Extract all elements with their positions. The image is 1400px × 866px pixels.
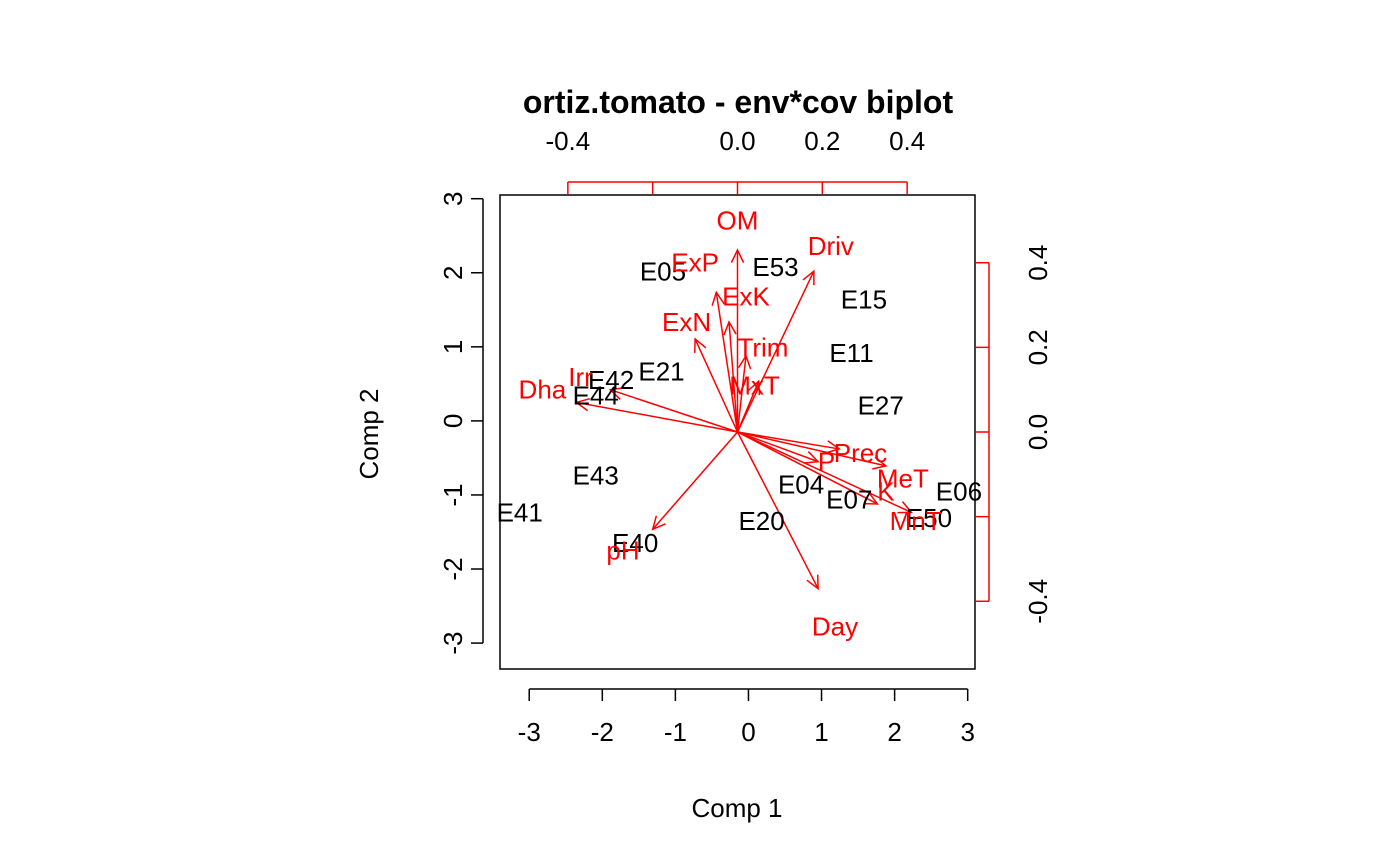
covariate-label: Prec (834, 438, 887, 468)
plot-frame (499, 194, 976, 670)
x-tick-label: -2 (591, 717, 614, 747)
covariate-arrow (736, 270, 815, 433)
y-tick-label: -2 (438, 557, 468, 580)
y-tick-label: 1 (438, 340, 468, 354)
covariate-arrow (610, 388, 738, 433)
environment-point-label: E44 (573, 381, 619, 411)
covariate-label: MeT (877, 464, 929, 494)
environment-point-label: E21 (638, 356, 684, 386)
covariate-arrow (715, 292, 739, 433)
x-tick-label: 3 (960, 717, 974, 747)
covariate-arrowhead (825, 440, 841, 454)
right-tick-label: 0.4 (1023, 245, 1053, 281)
covariate-arrow (737, 431, 912, 514)
y-axis-label: Comp 2 (354, 388, 384, 479)
covariate-arrowhead (730, 248, 745, 263)
environment-point-label: E20 (738, 506, 784, 536)
covariate-arrowhead (897, 501, 913, 514)
x-tick-label: 2 (887, 717, 901, 747)
y-tick-label: -3 (438, 632, 468, 655)
covariate-label: MxT (729, 370, 780, 400)
environment-point-label: E42 (588, 365, 634, 395)
covariate-label: Dha (519, 375, 567, 405)
y-tick-label: 3 (438, 191, 468, 205)
covariate-arrowhead (737, 354, 752, 370)
covariate-label: K (877, 476, 895, 506)
covariate-arrow (737, 431, 819, 463)
x-tick-label: -1 (664, 717, 687, 747)
covariate-arrowhead (806, 574, 819, 591)
covariate-arrowhead (863, 492, 879, 505)
chart-title: ortiz.tomato - env*cov biplot (523, 84, 954, 120)
covariate-arrow (728, 321, 739, 433)
covariate-arrowhead (872, 456, 888, 470)
top-tick-label: 0.4 (889, 126, 925, 156)
covariate-label: Trim (737, 332, 788, 362)
covariate-label: P (818, 447, 835, 477)
environment-point-label: E07 (826, 484, 872, 514)
right-tick-label: -0.4 (1023, 579, 1053, 624)
right-tick-label: 0.0 (1023, 414, 1053, 450)
x-tick-label: 0 (741, 717, 755, 747)
covariate-arrowhead (651, 515, 666, 531)
covariate-arrow (737, 431, 878, 505)
covariate-label: MnT (890, 506, 942, 536)
covariate-label: pH (606, 536, 639, 566)
covariate-arrow (737, 431, 887, 467)
covariate-arrowhead (802, 269, 815, 286)
environment-point-label: E04 (778, 470, 824, 500)
environment-point-label: E53 (752, 252, 798, 282)
covariate-arrowhead (747, 379, 761, 396)
environment-point-label: E50 (906, 503, 952, 533)
top-tick-label: 0.2 (804, 126, 840, 156)
environment-point-label: E41 (497, 498, 543, 528)
covariate-arrowhead (711, 290, 725, 306)
y-tick-label: -1 (438, 483, 468, 506)
covariate-label: OM (717, 205, 759, 235)
covariate-arrowhead (723, 320, 737, 336)
covariate-arrow (736, 355, 747, 433)
environment-point-label: E06 (936, 476, 982, 506)
covariate-arrow (736, 431, 819, 589)
x-tick-label: 1 (814, 717, 828, 747)
x-tick-label: -3 (518, 717, 541, 747)
covariate-arrowhead (804, 451, 820, 464)
top-tick-label: -0.4 (545, 126, 590, 156)
x-axis-label: Comp 1 (691, 793, 782, 823)
right-tick-label: 0.2 (1023, 329, 1053, 365)
environment-point-label: E11 (829, 338, 873, 368)
environment-point-label: E43 (573, 461, 619, 491)
top-tick-label: 0.0 (719, 126, 755, 156)
covariate-arrowhead (608, 387, 625, 400)
covariate-label: ExN (662, 307, 711, 337)
environment-point-label: E27 (858, 390, 904, 420)
covariate-label: Irr (568, 362, 593, 392)
covariate-arrow (652, 431, 739, 530)
covariate-label: ExK (722, 282, 770, 312)
covariate-arrow (737, 431, 840, 450)
y-tick-label: 0 (438, 414, 468, 428)
covariate-arrowhead (574, 397, 591, 412)
covariate-arrowhead (694, 337, 707, 353)
environment-point-label: E05 (640, 256, 686, 286)
environment-point-label: E40 (612, 528, 658, 558)
covariate-label: Day (812, 612, 858, 642)
covariate-arrow (576, 401, 738, 433)
covariate-label: Driv (808, 231, 854, 261)
y-tick-label: 2 (438, 266, 468, 280)
covariate-label: ExP (671, 248, 719, 278)
covariate-arrow (694, 338, 739, 433)
environment-point-label: E15 (841, 284, 887, 314)
covariate-arrow (736, 380, 760, 433)
